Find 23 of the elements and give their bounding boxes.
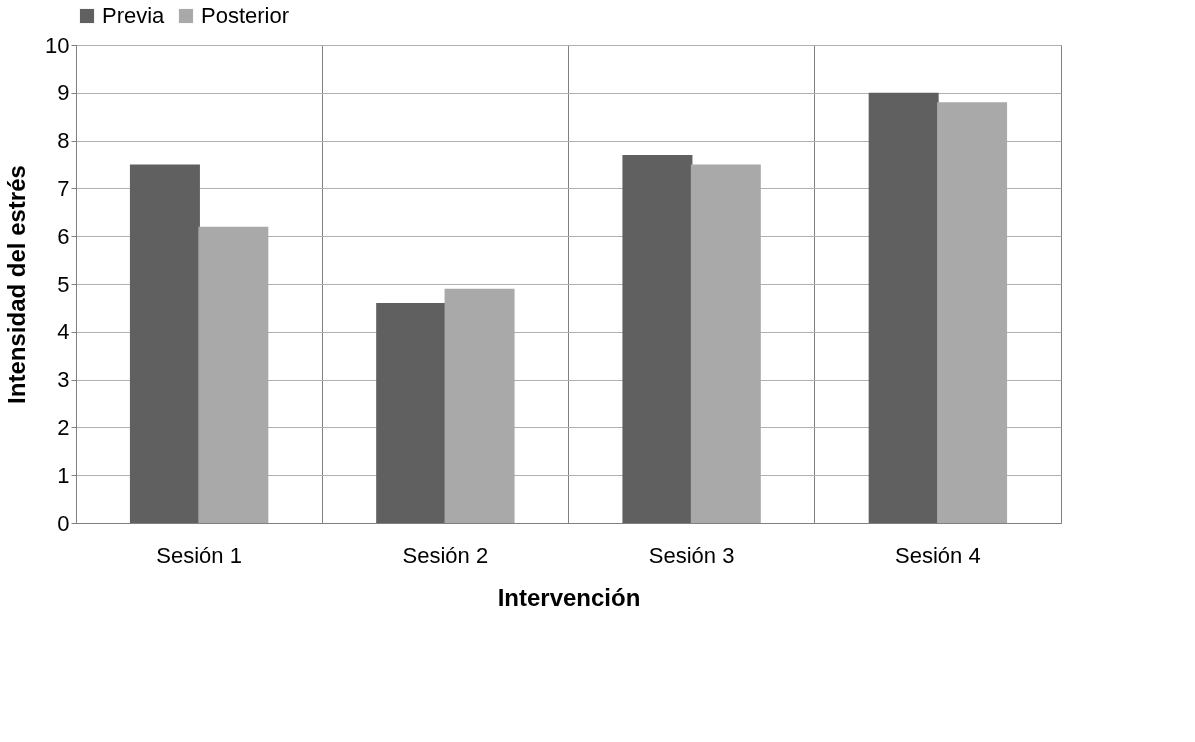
- bar: [129, 164, 200, 523]
- x-tick-label: Sesión 1: [156, 542, 242, 568]
- y-tick-label: 7: [57, 175, 70, 201]
- legend-label: Posterior: [201, 3, 290, 28]
- x-tick-label: Sesión 4: [895, 542, 981, 568]
- bar: [868, 92, 939, 523]
- y-axis-title: Intensidad del estrés: [3, 165, 31, 404]
- bar: [622, 154, 693, 523]
- y-tick-label: 6: [57, 223, 70, 249]
- y-tick-label: 2: [57, 414, 70, 440]
- x-tick-label: Sesión 2: [402, 542, 489, 568]
- y-tick-label: 5: [57, 271, 70, 297]
- x-tick-label: Sesión 3: [648, 542, 735, 568]
- y-tick-label: 1: [57, 462, 70, 488]
- bar: [376, 303, 447, 523]
- y-tick-label: 8: [57, 128, 70, 154]
- y-tick-label: 4: [57, 319, 70, 345]
- y-tick-label: 0: [57, 510, 70, 536]
- x-axis-title: Intervención: [497, 583, 641, 611]
- y-tick-label: 9: [57, 80, 70, 106]
- y-tick-label: 10: [45, 32, 70, 58]
- y-tick-label: 3: [57, 367, 70, 393]
- legend-label: Previa: [102, 3, 166, 28]
